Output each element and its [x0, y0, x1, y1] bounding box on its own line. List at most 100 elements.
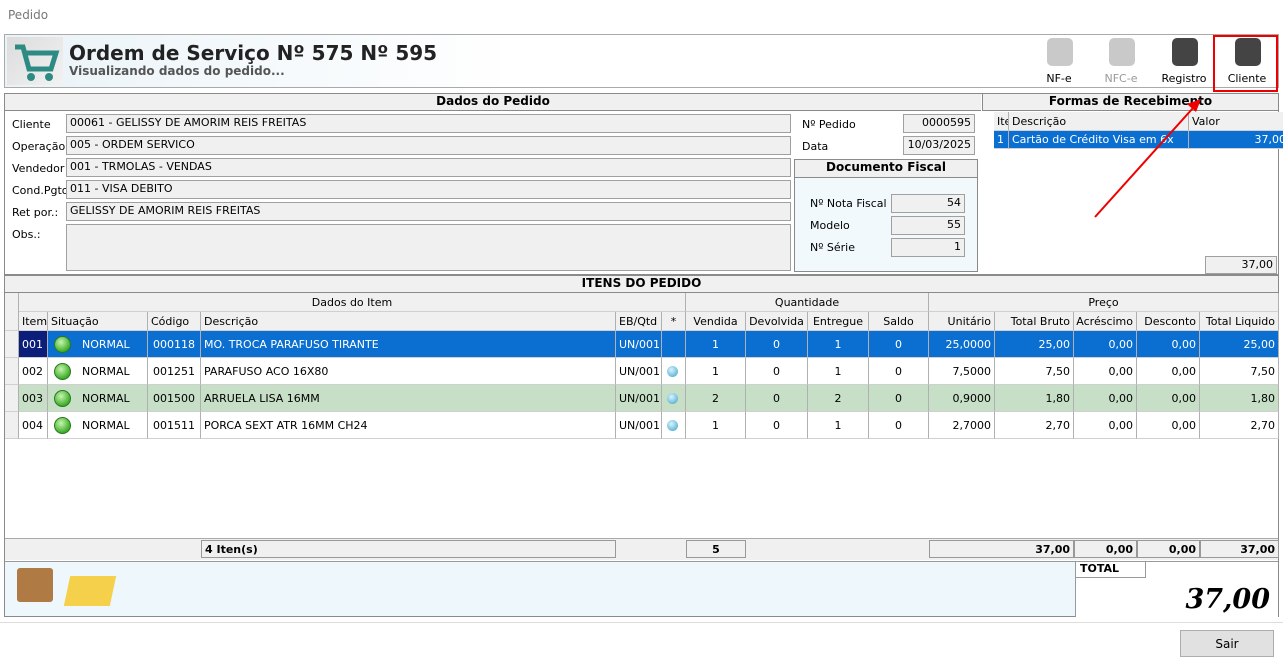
field-label: Cond.Pgto [12, 184, 69, 197]
item-cell[interactable]: 0 [869, 385, 929, 412]
column-header: Saldo [869, 312, 929, 331]
item-cell[interactable]: 001251 [148, 358, 201, 385]
toolbar-label: Cliente [1227, 72, 1267, 85]
item-cell[interactable]: 0,00 [1074, 358, 1137, 385]
section-title: Dados do Pedido [5, 94, 981, 111]
item-cell[interactable]: 0 [869, 358, 929, 385]
item-cell[interactable]: 001500 [148, 385, 201, 412]
field-label: Nº Pedido [802, 118, 856, 131]
item-cell[interactable]: 001511 [148, 412, 201, 439]
order-panel: Dados do Pedido Cliente 00061 - GELISSY DE… [4, 93, 1283, 275]
status-icon [54, 390, 71, 407]
item-cell[interactable]: 1 [808, 412, 869, 439]
footer-total: 0,00 [1137, 540, 1200, 558]
item-cell[interactable]: 7,5000 [929, 358, 995, 385]
field-input: 1 [891, 238, 965, 257]
item-cell[interactable]: 000118 [148, 331, 201, 358]
item-cell[interactable]: 2,7000 [929, 412, 995, 439]
toolbar-icon [1109, 38, 1135, 66]
item-cell[interactable]: 1,80 [1200, 385, 1279, 412]
item-cell[interactable]: 0 [746, 358, 808, 385]
footer-total: 5 [686, 540, 746, 558]
item-cell[interactable]: 2 [686, 385, 746, 412]
item-cell[interactable]: 0,00 [1137, 385, 1200, 412]
item-cell[interactable]: UN/001 [616, 412, 662, 439]
item-cell[interactable]: 0,00 [1074, 385, 1137, 412]
toolbar-button[interactable]: Cliente [1217, 38, 1277, 86]
toolbar-label: Registro [1161, 72, 1207, 85]
sair-button[interactable]: Sair [1180, 630, 1274, 657]
toolbar-button[interactable]: Registro [1154, 38, 1214, 86]
item-cell[interactable]: 0,00 [1137, 412, 1200, 439]
field-input [66, 224, 791, 271]
item-cell[interactable]: 2,70 [995, 412, 1074, 439]
item-cell[interactable]: 1 [808, 358, 869, 385]
window-title: Pedido [8, 8, 49, 22]
item-cell[interactable]: NORMAL [48, 385, 148, 412]
item-cell[interactable]: 2 [808, 385, 869, 412]
payment-cell[interactable]: Cartão de Crédito Visa em 6x [1009, 131, 1189, 149]
item-cell[interactable]: 0 [869, 331, 929, 358]
item-cell[interactable]: 7,50 [995, 358, 1074, 385]
row-indicator [5, 358, 19, 385]
item-cell[interactable]: 001 [19, 331, 48, 358]
toolbar-icon [1047, 38, 1073, 66]
field-label: Modelo [810, 219, 850, 232]
field-label: Nº Nota Fiscal [810, 197, 887, 210]
item-cell[interactable]: MO. TROCA PARAFUSO TIRANTE [201, 331, 616, 358]
item-cell[interactable]: 002 [19, 358, 48, 385]
status-icon [54, 363, 71, 380]
toolbar-button[interactable]: NFC-e [1091, 38, 1151, 86]
item-cell[interactable]: 0 [746, 331, 808, 358]
item-cell[interactable]: UN/001 [616, 358, 662, 385]
item-cell[interactable]: 25,0000 [929, 331, 995, 358]
item-cell[interactable]: ARRUELA LISA 16MM [201, 385, 616, 412]
item-cell[interactable]: NORMAL [48, 358, 148, 385]
footer-total: 4 Iten(s) [201, 540, 616, 558]
column-header: Descrição [1009, 112, 1189, 131]
toolbar-button[interactable]: NF-e [1029, 38, 1089, 86]
field-input: 54 [891, 194, 965, 213]
item-cell[interactable]: 0,9000 [929, 385, 995, 412]
item-cell[interactable]: 0,00 [1137, 331, 1200, 358]
item-cell[interactable]: 0,00 [1074, 331, 1137, 358]
group-header: Quantidade [686, 293, 929, 312]
fiscal-title: Documento Fiscal [795, 160, 977, 178]
item-cell[interactable]: 1,80 [995, 385, 1074, 412]
item-cell[interactable]: 0,00 [1074, 412, 1137, 439]
item-cell[interactable]: 7,50 [1200, 358, 1279, 385]
toolbar-label: NF-e [1046, 72, 1072, 85]
item-cell[interactable]: 25,00 [1200, 331, 1279, 358]
column-header: Item [19, 312, 48, 331]
item-cell[interactable]: 0,00 [1137, 358, 1200, 385]
item-cell[interactable]: 1 [686, 412, 746, 439]
bottom-panel: TOTAL 37,00 [5, 561, 1278, 617]
payment-cell[interactable]: 37,00 [1189, 131, 1283, 149]
item-cell[interactable]: 2,70 [1200, 412, 1279, 439]
item-cell[interactable]: 0 [746, 385, 808, 412]
item-cell[interactable]: 1 [808, 331, 869, 358]
item-cell[interactable]: UN/001 [616, 385, 662, 412]
item-cell[interactable]: 1 [686, 358, 746, 385]
payment-title: Formas de Recebimento [982, 94, 1278, 111]
payment-cell[interactable]: 1 [994, 131, 1009, 149]
column-header: Unitário [929, 312, 995, 331]
item-cell[interactable]: PARAFUSO ACO 16X80 [201, 358, 616, 385]
column-header: EB/Qtd [616, 312, 662, 331]
field-input: GELISSY DE AMORIM REIS FREITAS [66, 202, 791, 221]
item-cell[interactable]: 25,00 [995, 331, 1074, 358]
item-cell[interactable]: PORCA SEXT ATR 16MM CH24 [201, 412, 616, 439]
item-cell[interactable]: 003 [19, 385, 48, 412]
item-cell[interactable]: 0 [869, 412, 929, 439]
status-icon [54, 336, 71, 353]
note-icon [63, 576, 117, 606]
item-cell[interactable]: UN/001 [616, 331, 662, 358]
item-cell[interactable]: NORMAL [48, 331, 148, 358]
column-header: Vendida [686, 312, 746, 331]
field-label: Obs.: [12, 228, 41, 241]
item-cell[interactable]: 1 [686, 331, 746, 358]
item-cell[interactable]: 004 [19, 412, 48, 439]
flag-cell [662, 358, 686, 385]
item-cell[interactable]: NORMAL [48, 412, 148, 439]
item-cell[interactable]: 0 [746, 412, 808, 439]
